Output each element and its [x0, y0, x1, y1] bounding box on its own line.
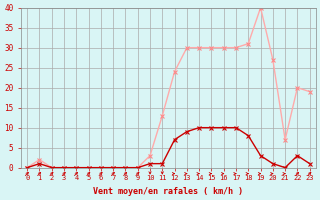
X-axis label: Vent moyen/en rafales ( km/h ): Vent moyen/en rafales ( km/h ): [93, 187, 244, 196]
